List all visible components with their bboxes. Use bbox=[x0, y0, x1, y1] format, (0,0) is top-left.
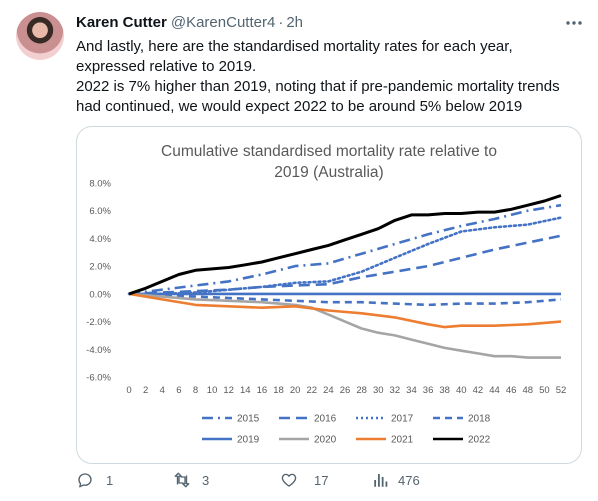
x-tick-label: 12 bbox=[223, 385, 234, 396]
author-handle[interactable]: @KarenCutter4 bbox=[170, 14, 276, 31]
x-tick-label: 48 bbox=[522, 385, 533, 396]
y-tick-label: -6.0% bbox=[86, 373, 111, 384]
x-tick-label: 6 bbox=[176, 385, 181, 396]
heart-icon bbox=[281, 473, 297, 487]
y-tick-label: 8.0% bbox=[89, 179, 111, 190]
x-tick-label: 4 bbox=[160, 385, 165, 396]
tweet-time[interactable]: 2h bbox=[286, 14, 303, 31]
series-line-2016 bbox=[128, 234, 562, 296]
series-line-2018 bbox=[128, 292, 562, 307]
retweet-icon bbox=[174, 472, 190, 488]
legend-label-2015: 2015 bbox=[237, 414, 260, 425]
x-tick-label: 20 bbox=[290, 385, 301, 396]
x-tick-label: 2 bbox=[143, 385, 148, 396]
like-count: 17 bbox=[314, 472, 329, 488]
legend-label-2019: 2019 bbox=[237, 435, 260, 446]
tweet-text: And lastly, here are the standardised mo… bbox=[76, 37, 576, 117]
legend-label-2020: 2020 bbox=[314, 435, 337, 446]
tweet-text-line2: 2022 is 7% higher than 2019, noting that… bbox=[76, 78, 560, 115]
reply-count: 1 bbox=[106, 472, 114, 488]
y-tick-label: 2.0% bbox=[89, 262, 111, 273]
x-tick-label: 26 bbox=[340, 385, 351, 396]
y-tick-label: 0.0% bbox=[89, 289, 111, 300]
tweet-actions: 1 3 17 476 bbox=[76, 468, 576, 492]
x-tick-label: 22 bbox=[306, 385, 317, 396]
legend-label-2022: 2022 bbox=[468, 435, 491, 446]
y-tick-label: -2.0% bbox=[86, 317, 111, 328]
retweet-button[interactable]: 3 bbox=[172, 468, 209, 492]
chart-image[interactable]: Cumulative standardised mortality rate r… bbox=[76, 126, 582, 464]
series-line-2017 bbox=[127, 216, 563, 296]
x-tick-label: 52 bbox=[556, 385, 567, 396]
x-tick-label: 18 bbox=[273, 385, 284, 396]
more-icon-svg bbox=[566, 21, 582, 25]
x-tick-label: 10 bbox=[207, 385, 218, 396]
more-icon[interactable] bbox=[562, 12, 586, 34]
views-button[interactable]: 476 bbox=[372, 468, 420, 492]
views-count: 476 bbox=[398, 472, 420, 488]
series-line-2022 bbox=[128, 194, 562, 296]
x-tick-label: 16 bbox=[257, 385, 268, 396]
x-tick-label: 28 bbox=[356, 385, 367, 396]
series-line-2015 bbox=[128, 203, 562, 296]
x-tick-label: 30 bbox=[373, 385, 384, 396]
legend-label-2018: 2018 bbox=[468, 414, 491, 425]
x-tick-label: 8 bbox=[193, 385, 198, 396]
x-tick-label: 38 bbox=[439, 385, 450, 396]
x-tick-label: 46 bbox=[506, 385, 517, 396]
chart-svg: Cumulative standardised mortality rate r… bbox=[86, 143, 567, 446]
separator-dot: · bbox=[278, 14, 284, 31]
chart-title-line2: 2019 (Australia) bbox=[274, 164, 383, 181]
tweet-text-line1: And lastly, here are the standardised mo… bbox=[76, 38, 513, 75]
x-tick-label: 40 bbox=[456, 385, 467, 396]
x-tick-label: 36 bbox=[423, 385, 434, 396]
legend-label-2017: 2017 bbox=[391, 414, 414, 425]
x-tick-label: 32 bbox=[390, 385, 401, 396]
series-line-2021 bbox=[128, 292, 562, 329]
legend-label-2016: 2016 bbox=[314, 414, 337, 425]
x-tick-label: 14 bbox=[240, 385, 251, 396]
y-tick-label: 4.0% bbox=[89, 234, 111, 245]
x-tick-label: 24 bbox=[323, 385, 334, 396]
retweet-count: 3 bbox=[202, 472, 210, 488]
reply-icon bbox=[78, 473, 92, 488]
y-tick-label: -4.0% bbox=[86, 345, 111, 356]
like-button[interactable]: 17 bbox=[280, 468, 328, 492]
avatar[interactable] bbox=[16, 12, 64, 60]
chart-title-line1: Cumulative standardised mortality rate r… bbox=[161, 143, 497, 160]
y-tick-label: 6.0% bbox=[89, 206, 111, 217]
x-tick-label: 42 bbox=[473, 385, 484, 396]
x-tick-label: 50 bbox=[539, 385, 550, 396]
analytics-icon bbox=[374, 474, 388, 487]
tweet-header: Karen Cutter @KarenCutter4 · 2h bbox=[76, 13, 303, 33]
x-tick-label: 44 bbox=[489, 385, 500, 396]
legend-label-2021: 2021 bbox=[391, 435, 414, 446]
author-name[interactable]: Karen Cutter bbox=[76, 14, 167, 31]
x-tick-label: 34 bbox=[406, 385, 417, 396]
series-line-2020 bbox=[128, 292, 561, 359]
x-tick-label: 0 bbox=[126, 385, 131, 396]
reply-button[interactable]: 1 bbox=[76, 468, 113, 492]
